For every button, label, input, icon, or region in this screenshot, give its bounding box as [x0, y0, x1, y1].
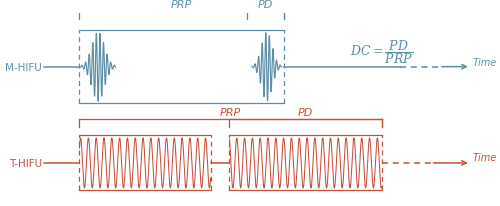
Text: M-HIFU: M-HIFU: [5, 62, 42, 72]
Text: PRP: PRP: [171, 0, 192, 10]
Text: T-HIFU: T-HIFU: [9, 158, 42, 168]
Text: Time: Time: [473, 152, 498, 162]
Text: PD: PD: [258, 0, 274, 10]
Text: PRP: PRP: [220, 108, 241, 118]
Text: Time: Time: [473, 57, 498, 68]
Text: $\mathit{DC} = \dfrac{\mathit{PD}}{\mathit{PRP}}$: $\mathit{DC} = \dfrac{\mathit{PD}}{\math…: [350, 38, 414, 66]
Text: PD: PD: [298, 108, 313, 118]
